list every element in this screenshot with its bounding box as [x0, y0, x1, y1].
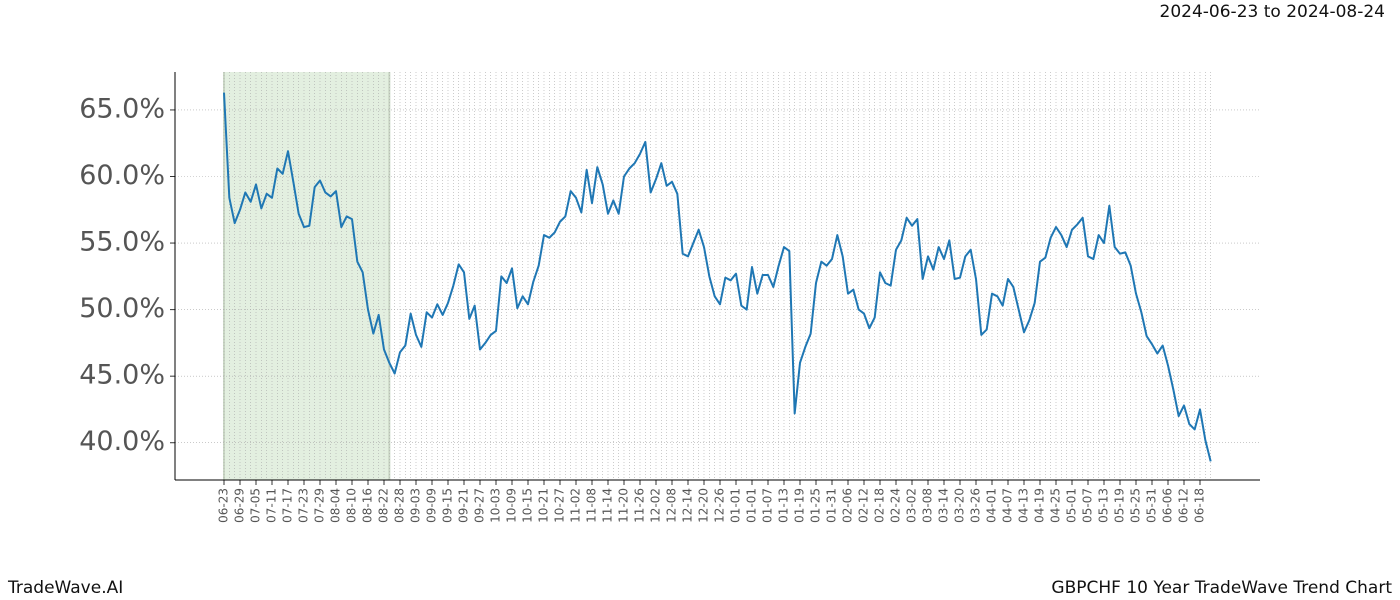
x-tick-label: 02-24 — [889, 488, 903, 523]
y-tick-label: 50.0% — [79, 293, 165, 324]
x-tick-label: 05-19 — [1113, 488, 1127, 523]
x-tick-label: 07-17 — [281, 488, 295, 523]
x-tick-label: 12-20 — [697, 488, 711, 523]
x-tick-label: 01-01 — [729, 488, 743, 523]
x-tick-label: 05-13 — [1097, 488, 1111, 523]
x-tick-label: 06-12 — [1177, 488, 1191, 523]
x-tick-label: 09-03 — [409, 488, 423, 523]
x-tick-label: 12-14 — [681, 488, 695, 523]
x-tick-label: 10-15 — [521, 488, 535, 523]
x-tick-label: 02-06 — [841, 488, 855, 523]
x-tick-label: 09-27 — [473, 488, 487, 523]
x-tick-label: 02-18 — [873, 488, 887, 523]
source: TradeWave.AI — [7, 578, 123, 598]
x-tick-label: 08-10 — [345, 488, 359, 523]
date-range: 2024-06-23 to 2024-08-24 — [1160, 2, 1385, 22]
x-tick-label: 06-06 — [1161, 488, 1175, 523]
x-tick-label: 10-09 — [505, 488, 519, 523]
x-tick-label: 04-13 — [1017, 488, 1031, 523]
x-tick-label: 03-08 — [921, 488, 935, 523]
highlight-band — [224, 72, 390, 480]
x-tick-label: 04-01 — [985, 488, 999, 523]
x-tick-label: 05-07 — [1081, 488, 1095, 523]
x-tick-label: 03-02 — [905, 488, 919, 523]
y-tick-label: 60.0% — [79, 160, 165, 191]
x-tick-label: 09-21 — [457, 488, 471, 523]
x-tick-label: 09-15 — [441, 488, 455, 523]
x-tick-label: 03-20 — [953, 488, 967, 523]
x-tick-label: 03-14 — [937, 488, 951, 523]
x-tick-label: 10-03 — [489, 488, 503, 523]
x-tick-label: 02-12 — [857, 488, 871, 523]
x-tick-label: 10-27 — [553, 488, 567, 523]
x-tick-label: 03-26 — [969, 488, 983, 523]
x-tick-label: 08-22 — [377, 488, 391, 523]
x-tick-label: 11-20 — [617, 488, 631, 523]
x-tick-label: 11-08 — [585, 488, 599, 523]
x-tick-label: 12-26 — [713, 488, 727, 523]
x-tick-label: 08-04 — [329, 488, 343, 523]
y-tick-label: 40.0% — [79, 426, 165, 457]
x-tick-label: 01-25 — [809, 488, 823, 523]
y-tick-label: 45.0% — [79, 360, 165, 391]
x-tick-label: 11-02 — [569, 488, 583, 523]
x-tick-label: 12-08 — [665, 488, 679, 523]
x-tick-label: 06-18 — [1193, 488, 1207, 523]
x-tick-label: 08-28 — [393, 488, 407, 523]
x-tick-label: 08-16 — [361, 488, 375, 523]
x-tick-label: 04-25 — [1049, 488, 1063, 523]
x-tick-label: 11-14 — [601, 488, 615, 523]
x-tick-label: 05-01 — [1065, 488, 1079, 523]
x-tick-label: 04-07 — [1001, 488, 1015, 523]
x-tick-label: 01-01 — [745, 488, 759, 523]
x-tick-label: 05-31 — [1145, 488, 1159, 523]
x-tick-label: 07-29 — [313, 488, 327, 523]
trend-line — [223, 92, 1212, 462]
x-tick-label: 06-29 — [233, 488, 247, 523]
x-tick-label: 01-31 — [825, 488, 839, 523]
x-tick-label: 07-23 — [297, 488, 311, 523]
x-tick-label: 09-09 — [425, 488, 439, 523]
y-tick-label: 55.0% — [79, 227, 165, 258]
x-tick-label: 06-23 — [217, 488, 231, 523]
x-tick-label: 01-19 — [793, 488, 807, 523]
x-tick-label: 07-05 — [249, 488, 263, 523]
y-tick-label: 65.0% — [79, 93, 165, 124]
chart-title: GBPCHF 10 Year TradeWave Trend Chart — [1051, 578, 1392, 598]
x-tick-label: 12-02 — [649, 488, 663, 523]
x-tick-label: 05-25 — [1129, 488, 1143, 523]
x-tick-label: 07-11 — [265, 488, 279, 523]
x-tick-label: 01-07 — [761, 488, 775, 523]
x-tick-label: 04-19 — [1033, 488, 1047, 523]
x-tick-label: 11-26 — [633, 488, 647, 523]
x-tick-label: 10-21 — [537, 488, 551, 523]
x-tick-label: 01-13 — [777, 488, 791, 523]
